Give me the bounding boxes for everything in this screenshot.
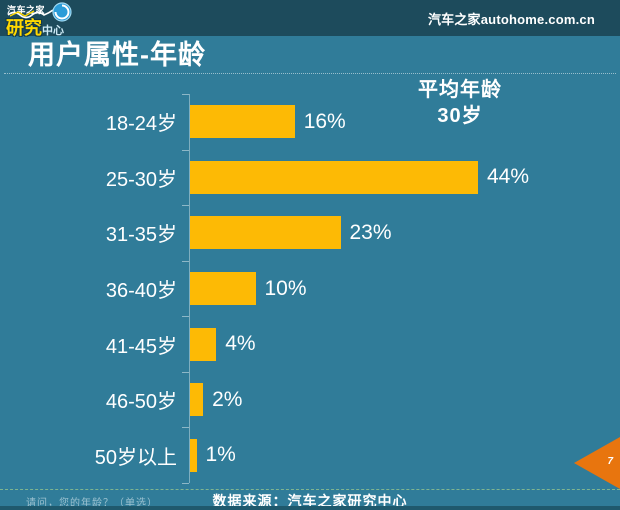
footer-divider	[0, 489, 620, 490]
category-label: 36-40岁	[105, 280, 177, 303]
page-number-arrow: 7	[574, 437, 620, 489]
axis-tick	[182, 94, 189, 95]
logo-sub-text: 中心	[42, 25, 64, 37]
category-axis-line	[182, 94, 190, 484]
chart-row: 18-24岁 16%	[0, 94, 620, 150]
chart-row: 25-30岁 44%	[0, 150, 620, 206]
value-label: 44%	[487, 165, 530, 189]
category-label: 18-24岁	[105, 113, 177, 136]
axis-tick	[182, 149, 189, 151]
autohome-research-logo: 汽车之家 研究中心	[6, 2, 90, 38]
logo-bottom-row: 研究中心	[6, 14, 64, 40]
average-age-annotation: 平均年龄 30岁	[394, 77, 526, 129]
value-label: 23%	[349, 220, 392, 244]
bar	[190, 160, 478, 194]
chart-row: 36-40岁 10%	[0, 261, 620, 317]
chart-row: 46-50岁 2%	[0, 372, 620, 428]
chart-row: 31-35岁 23%	[0, 205, 620, 261]
value-label: 16%	[303, 109, 346, 133]
data-source: 数据来源：汽车之家研究中心	[212, 493, 408, 509]
age-bar-chart: 18-24岁 16% 25-30岁 44% 31-35岁 23% 36-40岁 10% 41-4…	[0, 94, 620, 484]
axis-tick	[182, 483, 189, 484]
value-label: 10%	[264, 276, 307, 300]
chart-rows: 18-24岁 16% 25-30岁 44% 31-35岁 23% 36-40岁 10% 41-4…	[0, 94, 620, 483]
category-label: 50岁以上	[94, 446, 177, 469]
bar	[190, 272, 256, 306]
top-bar: 汽车之家 研究中心 汽车之家autohome.com.cn	[0, 0, 620, 38]
category-label: 46-50岁	[105, 391, 177, 414]
axis-tick	[182, 205, 189, 207]
arrow-triangle-icon	[574, 437, 620, 489]
bar	[190, 327, 217, 361]
footer: 请问，您的年龄？（单选） 数据来源：汽车之家研究中心	[0, 490, 620, 509]
value-label: 2%	[212, 387, 243, 411]
bottom-edge-strip	[0, 506, 620, 510]
page-number: 7	[607, 456, 613, 467]
logo-main-text: 研究	[6, 18, 42, 38]
title-band: 用户属性-年龄	[0, 36, 620, 73]
chart-row: 41-45岁 4%	[0, 316, 620, 372]
site-url: 汽车之家autohome.com.cn	[427, 12, 595, 27]
bar	[190, 438, 197, 472]
category-label: 31-35岁	[105, 224, 177, 247]
category-label: 41-45岁	[105, 335, 177, 358]
value-label: 1%	[205, 443, 236, 467]
bar	[190, 383, 204, 417]
average-age-value: 30岁	[437, 105, 483, 127]
logo-brand-text: 汽车之家	[7, 5, 46, 15]
title-divider	[4, 73, 616, 74]
axis-tick	[182, 371, 189, 373]
survey-question: 请问，您的年龄？（单选）	[26, 498, 158, 509]
chart-row: 50岁以上 1%	[0, 427, 620, 483]
axis-tick	[182, 427, 189, 429]
average-age-label: 平均年龄	[418, 79, 502, 101]
swirl-icon	[7, 2, 72, 22]
bar	[190, 105, 295, 139]
axis-tick	[182, 316, 189, 318]
category-label: 25-30岁	[105, 168, 177, 191]
value-label: 4%	[225, 332, 256, 356]
axis-tick	[182, 260, 189, 262]
bar	[190, 216, 341, 250]
page-title: 用户属性-年龄	[28, 40, 206, 70]
